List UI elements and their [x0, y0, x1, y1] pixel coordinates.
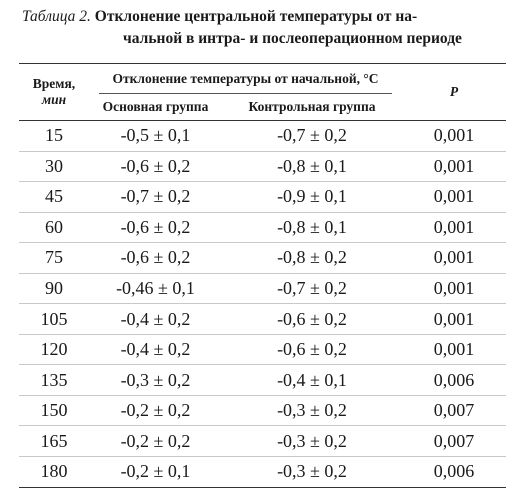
cell-time: 135 [19, 364, 89, 396]
cell-control-group: -0,9 ± 0,1 [222, 181, 402, 213]
cell-p-value: 0,007 [402, 425, 506, 458]
table-number-label: Таблица 2. [22, 8, 91, 25]
table-row: 120 -0,4 ± 0,2 -0,6 ± 0,2 0,001 [19, 334, 506, 366]
cell-main-group: -0,6 ± 0,2 [89, 151, 222, 183]
cell-main-group: -0,2 ± 0,2 [89, 425, 222, 458]
cell-time: 105 [19, 303, 89, 335]
header-main-group: Основная группа [102, 99, 209, 114]
cell-control-group: -0,3 ± 0,2 [222, 395, 402, 427]
cell-p-value: 0,001 [402, 242, 506, 274]
cell-main-group: -0,4 ± 0,2 [89, 334, 222, 366]
cell-time: 150 [19, 395, 89, 427]
cell-time: 30 [19, 151, 89, 183]
cell-control-group: -0,3 ± 0,2 [222, 425, 402, 458]
table-row: 45 -0,7 ± 0,2 -0,9 ± 0,1 0,001 [19, 181, 506, 213]
table-row: 75 -0,6 ± 0,2 -0,8 ± 0,2 0,001 [19, 242, 506, 274]
table-header: Время, мин Отклонение температуры от нач… [19, 63, 506, 121]
cell-time: 75 [19, 242, 89, 274]
table-row: 105 -0,4 ± 0,2 -0,6 ± 0,2 0,001 [19, 303, 506, 335]
cell-main-group: -0,5 ± 0,1 [89, 120, 222, 152]
cell-control-group: -0,6 ± 0,2 [222, 303, 402, 335]
temperature-deviation-table: Время, мин Отклонение температуры от нач… [19, 63, 506, 488]
cell-main-group: -0,2 ± 0,2 [89, 395, 222, 427]
cell-main-group: -0,46 ± 0,1 [89, 273, 222, 305]
table-title-part-1: Отклонение центральной температуры от на… [94, 8, 418, 25]
cell-control-group: -0,7 ± 0,2 [222, 273, 402, 305]
cell-time: 165 [19, 425, 89, 458]
table-row: 15 -0,5 ± 0,1 -0,7 ± 0,2 0,001 [19, 120, 506, 152]
header-time-label: Время, [32, 76, 76, 91]
cell-p-value: 0,007 [402, 395, 506, 427]
cell-p-value: 0,006 [402, 364, 506, 396]
table-row: 135 -0,3 ± 0,2 -0,4 ± 0,1 0,006 [19, 364, 506, 396]
cell-control-group: -0,8 ± 0,1 [222, 151, 402, 183]
table-caption: Таблица 2. Отклонение центральной темпер… [0, 6, 528, 50]
cell-time: 15 [19, 120, 89, 152]
cell-p-value: 0,001 [402, 273, 506, 305]
header-control-group: Контрольная группа [248, 99, 376, 114]
cell-control-group: -0,8 ± 0,2 [222, 242, 402, 274]
cell-time: 90 [19, 273, 89, 305]
cell-time: 60 [19, 212, 89, 244]
header-time-unit: мин [41, 92, 67, 107]
cell-control-group: -0,6 ± 0,2 [222, 334, 402, 366]
table-title-part-2: чальной в интра- и послеоперационном пер… [123, 30, 462, 47]
cell-main-group: -0,6 ± 0,2 [89, 212, 222, 244]
cell-control-group: -0,8 ± 0,1 [222, 212, 402, 244]
caption-line-2: чальной в интра- и послеоперационном пер… [0, 28, 528, 50]
cell-main-group: -0,4 ± 0,2 [89, 303, 222, 335]
cell-control-group: -0,4 ± 0,1 [222, 364, 402, 396]
cell-main-group: -0,7 ± 0,2 [89, 181, 222, 213]
table-row: 150 -0,2 ± 0,2 -0,3 ± 0,2 0,007 [19, 395, 506, 427]
caption-line-1: Таблица 2. Отклонение центральной темпер… [0, 6, 528, 28]
table-row: 30 -0,6 ± 0,2 -0,8 ± 0,1 0,001 [19, 151, 506, 183]
cell-p-value: 0,001 [402, 303, 506, 335]
cell-p-value: 0,006 [402, 456, 506, 488]
cell-p-value: 0,001 [402, 212, 506, 244]
header-time: Время, мин [19, 64, 89, 121]
cell-main-group: -0,6 ± 0,2 [89, 242, 222, 274]
cell-time: 120 [19, 334, 89, 366]
header-temperature-deviation: Отклонение температуры от начальной, °С [89, 64, 402, 95]
table-row: 90 -0,46 ± 0,1 -0,7 ± 0,2 0,001 [19, 273, 506, 305]
cell-time: 180 [19, 456, 89, 488]
table-body: 15 -0,5 ± 0,1 -0,7 ± 0,2 0,001 30 -0,6 ± 0,2-… [19, 120, 506, 488]
table-row: 165 -0,2 ± 0,2 -0,3 ± 0,2 0,007 [19, 425, 506, 458]
cell-main-group: -0,3 ± 0,2 [89, 364, 222, 396]
table-row: 60 -0,6 ± 0,2 -0,8 ± 0,1 0,001 [19, 212, 506, 244]
header-p-value: P [449, 84, 459, 99]
cell-p-value: 0,001 [402, 334, 506, 366]
cell-p-value: 0,001 [402, 151, 506, 183]
cell-control-group: -0,3 ± 0,2 [222, 456, 402, 488]
table-row: 180 -0,2 ± 0,1 -0,3 ± 0,2 0,006 [19, 456, 506, 488]
cell-time: 45 [19, 181, 89, 213]
cell-p-value: 0,001 [402, 120, 506, 152]
cell-main-group: -0,2 ± 0,1 [89, 456, 222, 488]
cell-p-value: 0,001 [402, 181, 506, 213]
cell-control-group: -0,7 ± 0,2 [222, 120, 402, 152]
